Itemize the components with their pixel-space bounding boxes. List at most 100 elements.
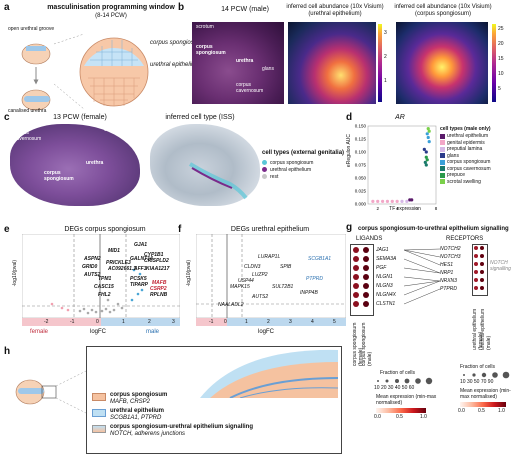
dot-female (474, 270, 478, 274)
iss-overlay (188, 162, 248, 200)
gene-label: PRICKLE3 (106, 260, 131, 266)
legend-item: preputial lamina (440, 146, 491, 153)
legend-label: genital epidermis (447, 139, 485, 146)
mean-tick: 0.0 (458, 408, 465, 414)
panel-a-letter: a (4, 2, 10, 13)
dot-male (480, 270, 484, 274)
dot-female (474, 286, 478, 290)
dot-male (363, 247, 369, 253)
x-tick-label: 1 (122, 319, 125, 325)
legend-swatch-icon (440, 159, 445, 165)
panel-d-title: AR (395, 114, 405, 121)
mean-title-left: Mean expression (min-max normalised) (376, 394, 437, 406)
legend-swatch-icon (262, 160, 267, 165)
mean-colorbar-right (460, 402, 506, 407)
ligand-receptor-links (404, 248, 440, 305)
cbar2-tick: 10 (498, 71, 504, 77)
panel-g-letter: g (346, 222, 353, 233)
ligand-dots (350, 244, 372, 314)
gene-label: NAALADL2 (218, 302, 244, 308)
legend-label: prepuce (447, 172, 466, 179)
data-point (371, 199, 375, 203)
legend-swatch-icon (440, 140, 445, 146)
gene-label: MAFB (152, 280, 167, 286)
legend-label: corpus spongiosum (270, 159, 314, 166)
gene-label: GALNT14 (130, 256, 153, 262)
frac-title-right: Fraction of cells (460, 364, 496, 370)
data-point (385, 199, 390, 203)
data-point (380, 199, 385, 203)
legend-label: urethral epithelium (447, 133, 489, 140)
dot-female (474, 262, 478, 266)
receptor-name: NRP1 (440, 270, 454, 276)
legend-label: corpus cavernosum (447, 165, 491, 172)
colorbar-cs (492, 24, 496, 102)
dot-female (353, 256, 359, 262)
ann-urethra-c: urethra (86, 160, 104, 166)
gene-label: GJA1 (134, 242, 148, 248)
legend-swatch-icon (440, 146, 445, 152)
panel-h-item: corpus spongiosum-urethral epithelium si… (92, 424, 332, 438)
label-corpus-spongiosum-a: corpus spongiosum (150, 40, 203, 46)
x-tick-label: 2 (376, 206, 379, 211)
receptor-dotplot (472, 244, 488, 296)
panel-b-visium1-title: inferred cell abundance (10x Visium) (ur… (286, 4, 384, 17)
gene-label: PCSK5 (130, 276, 147, 282)
data-point (86, 311, 90, 315)
panel-f-letter: f (178, 224, 182, 235)
data-point (66, 308, 70, 312)
x-tick-label: 2 (148, 319, 151, 325)
data-point (424, 150, 428, 154)
mean-tick: 0.5 (396, 414, 403, 420)
ann-glans-b: glans (262, 66, 274, 72)
dot-female (353, 247, 359, 253)
ar-scatter-chart: 0.150 0.125 0.100 0.075 0.050 0.025 0.000 2 4 6 8 (355, 124, 438, 212)
data-point (425, 158, 429, 162)
dot-male (480, 286, 484, 290)
mean-tick: 1.0 (498, 408, 505, 414)
data-point (116, 302, 120, 306)
data-point (427, 140, 431, 144)
colorbar-urethral (378, 24, 382, 102)
legend-item: urethral epithelium (440, 133, 491, 140)
data-point (104, 307, 108, 311)
legend-label: preputial lamina (447, 146, 483, 153)
signalling-swatch-icon (92, 425, 106, 433)
notch-signalling-label: NOTCH signalling (490, 260, 511, 272)
receptor-name: HES1 (440, 262, 454, 268)
volcano-ue-chart (196, 234, 346, 318)
x-tick-label: 4 (311, 319, 314, 325)
gene-label: SCGB1A1 (308, 256, 332, 262)
data-point (130, 298, 134, 302)
gene-label: PTPRD (306, 276, 323, 282)
legend-swatch-icon (440, 179, 445, 185)
x-tick-label: 0 (224, 319, 227, 325)
panel-e-xticks: -2 -1 0 1 2 3 (22, 319, 180, 326)
legend-label: rest (270, 173, 279, 180)
frac-ticks-right: 10 30 50 70 90 (460, 379, 494, 385)
ann-corpus-spongiosum-b: corpus spongiosum (196, 44, 226, 56)
frac-title-left: Fraction of cells (380, 370, 416, 376)
mean-title-right: Mean expression (min-max normalised) (460, 388, 511, 400)
gene-label: USP44 (238, 278, 254, 284)
data-point (423, 160, 427, 164)
ann-corpus-spongiosum-c: corpus spongiosum (44, 170, 74, 182)
x-tick-label: 3 (289, 319, 292, 325)
data-point (106, 298, 110, 302)
panel-b-letter: b (178, 2, 185, 13)
legend-swatch-icon (440, 133, 445, 139)
cbar2-tick: 15 (498, 56, 504, 62)
ligand-name: JAG1 (376, 247, 389, 253)
panel-e-ylabel: -log10(pval) (12, 260, 18, 287)
data-point (132, 268, 136, 272)
y-tick-label: 0.000 (355, 202, 367, 207)
female-bar (196, 318, 227, 326)
iss-legend-item: corpus spongiosum (262, 159, 313, 166)
x-tick-label: 6 (415, 206, 418, 211)
legend-swatch-icon (262, 174, 267, 179)
ligand-name: NLGN4X (376, 292, 397, 298)
visium-corpus-spongiosum-map (396, 22, 488, 104)
legend-label: corpus spongiosum (447, 159, 491, 166)
data-point (78, 309, 82, 313)
panel-d-xlabel: TF expression (389, 206, 421, 212)
